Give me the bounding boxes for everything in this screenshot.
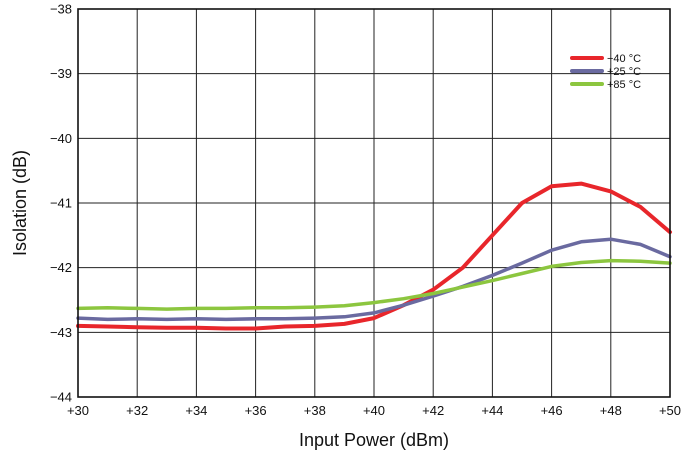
y-tick-label: −44 (50, 390, 72, 405)
x-tick-label: +44 (481, 403, 503, 418)
legend-label-0: −40 °C (607, 53, 641, 65)
y-tick-label: −40 (50, 131, 72, 146)
series-line-0 (76, 181, 672, 331)
x-tick-label: +30 (67, 403, 89, 418)
x-tick-label: +38 (304, 403, 326, 418)
y-tick-label: −41 (50, 196, 72, 211)
x-tick-label: +36 (245, 403, 267, 418)
legend-label-1: +25 °C (607, 66, 641, 78)
y-tick-label: −38 (50, 2, 72, 17)
x-tick-label: +40 (363, 403, 385, 418)
x-tick-label: +32 (126, 403, 148, 418)
x-tick-label: +34 (185, 403, 207, 418)
y-tick-label: −43 (50, 325, 72, 340)
series-lines (76, 181, 672, 331)
series-line-2 (76, 258, 672, 311)
x-tick-label: +42 (422, 403, 444, 418)
x-tick-labels: +30 +32 +34 +36 +38 +40 +42 +44 +46 +48 +50 (67, 403, 681, 418)
legend: −40 °C+25 °C+85 °C (570, 53, 641, 91)
y-tick-labels: −44 −43 −42 −41 −40 −39 −38 (50, 2, 72, 405)
legend-label-2: +85 °C (607, 79, 641, 91)
x-axis-label: Input Power (dBm) (299, 430, 449, 450)
y-tick-label: −39 (50, 66, 72, 81)
y-axis-label: Isolation (dB) (10, 150, 30, 256)
y-tick-label: −42 (50, 260, 72, 275)
x-tick-label: +46 (541, 403, 563, 418)
x-tick-label: +48 (600, 403, 622, 418)
x-tick-label: +50 (659, 403, 681, 418)
grid-lines (77, 8, 671, 398)
plot-frame (77, 8, 671, 398)
series-line-1 (76, 237, 672, 322)
